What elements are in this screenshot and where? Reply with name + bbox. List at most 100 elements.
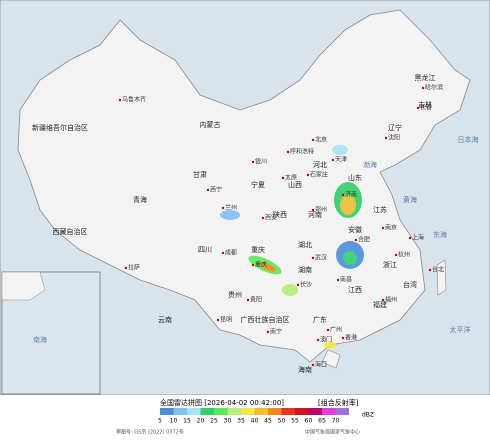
city-label: 合肥: [358, 236, 370, 244]
color-swatch: [160, 408, 174, 415]
region-label: 江西: [348, 286, 362, 294]
city-label: 海口: [315, 361, 327, 369]
city-label: 拉萨: [128, 264, 140, 272]
city-marker: [221, 206, 225, 210]
city-label: 杭州: [398, 251, 410, 259]
city-label: 郑州: [315, 206, 327, 214]
legend-tick: 70: [332, 418, 340, 425]
sea-label: 东海: [433, 230, 447, 239]
city-label: 成都: [225, 249, 237, 257]
city-marker: [416, 106, 420, 110]
city-marker: [251, 263, 255, 267]
city-label: 南京: [385, 224, 397, 232]
city-marker: [381, 298, 385, 302]
legend-panel: [0, 395, 490, 439]
city-marker: [311, 208, 315, 212]
city-label: 香港: [345, 334, 357, 342]
city-marker: [296, 283, 300, 287]
color-swatch: [295, 408, 309, 415]
region-label: 海南: [298, 365, 312, 374]
color-swatch: [268, 408, 282, 415]
region-label: 安徽: [348, 225, 362, 234]
city-marker: [306, 173, 310, 177]
region-label: 河北: [313, 161, 327, 169]
legend-tick: 65: [318, 418, 326, 425]
region-label: 浙江: [383, 260, 397, 269]
city-marker: [326, 328, 330, 332]
legend-tick: 35: [237, 418, 245, 425]
region-label: 云南: [158, 315, 172, 324]
city-label: 天津: [335, 157, 347, 164]
city-marker: [311, 138, 315, 142]
city-marker: [251, 160, 255, 164]
city-label: 哈尔滨: [425, 84, 443, 92]
city-marker: [118, 98, 122, 102]
city-marker: [428, 268, 432, 272]
city-marker: [216, 318, 220, 322]
city-label: 南昌: [340, 276, 352, 284]
legend-tick: 20: [197, 418, 205, 425]
city-label: 呼和浩特: [290, 148, 314, 156]
city-label: 太原: [285, 174, 297, 182]
city-marker: [354, 238, 358, 242]
city-label: 上海: [412, 234, 424, 242]
region-label: 贵州: [228, 290, 242, 299]
city-label: 西宁: [210, 186, 222, 194]
south-sea-inset: [1, 271, 101, 395]
city-label: 武汉: [315, 254, 327, 262]
region-label: 四川: [198, 246, 212, 254]
sea-label: 太平洋: [450, 325, 471, 334]
city-label: 银川: [255, 158, 267, 166]
city-label: 南宁: [270, 328, 282, 336]
region-label: 吉林: [418, 100, 432, 109]
city-label: 长春: [420, 104, 432, 112]
region-label: 湖南: [298, 265, 312, 274]
city-marker: [331, 158, 335, 162]
region-label: 陕西: [273, 210, 287, 219]
china-land: [17, 9, 471, 363]
city-label: 北京: [315, 136, 327, 144]
region-label: 内蒙古: [200, 120, 221, 129]
region-label: 辽宁: [388, 123, 402, 132]
region-label: 台湾: [403, 280, 417, 289]
city-label: 石家庄: [310, 171, 328, 179]
legend-unit: dBZ: [362, 412, 374, 419]
legend-tick: 50: [278, 418, 286, 425]
region-label: 河南: [308, 210, 322, 219]
city-label: 台北: [432, 266, 444, 274]
inset-land: [1, 271, 46, 301]
legend-tick: 60: [305, 418, 313, 425]
city-marker: [341, 193, 345, 197]
city-marker: [281, 176, 285, 180]
region-label: 重庆: [251, 245, 265, 254]
region-label: 广东: [313, 315, 327, 324]
city-label: 兰州: [225, 204, 237, 212]
color-swatch: [281, 408, 295, 415]
color-swatch: [308, 408, 322, 415]
city-marker: [381, 226, 385, 230]
city-label: 贵阳: [250, 296, 262, 304]
city-label: 长沙: [300, 281, 312, 289]
source: 中国气象局国家气象中心: [305, 429, 360, 436]
city-marker: [336, 278, 340, 282]
region-label: 山西: [288, 180, 302, 189]
sea-label: 渤海: [363, 160, 377, 169]
radar-echoes: [220, 145, 364, 349]
city-marker: [286, 150, 290, 154]
region-label: 宁夏: [251, 180, 265, 189]
city-marker: [246, 298, 250, 302]
region-label: 山东: [348, 173, 362, 182]
legend-tick: 10: [170, 418, 178, 425]
city-marker: [311, 256, 315, 260]
city-label: 济南: [345, 191, 357, 199]
city-label: 重庆: [255, 261, 267, 269]
city-marker: [384, 136, 388, 140]
color-swatch: [254, 408, 268, 415]
city-marker: [421, 86, 425, 90]
region-label: 江苏: [373, 205, 387, 214]
legend-tick: 15: [183, 418, 191, 425]
islands: [321, 259, 447, 369]
city-marker: [394, 253, 398, 257]
city-label: 沈阳: [388, 134, 400, 142]
